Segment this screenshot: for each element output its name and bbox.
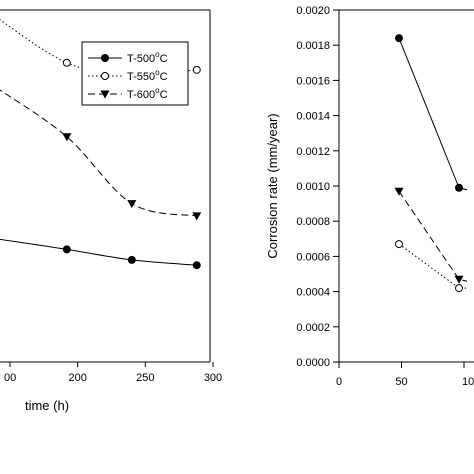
- right-series-line: [398, 37, 468, 191]
- right-x-tick-label: 0: [336, 376, 342, 388]
- right-y-tick-label: 0.0018: [296, 40, 330, 52]
- legend: T-500oC T-550oC T-600oC: [81, 41, 189, 106]
- left-x-tick-label: 00: [4, 372, 16, 384]
- right-panel: 0.0000 0.0002 0.0004 0.0006 0.0008 0.0010 0.00…: [265, 5, 474, 388]
- left-data-point: [62, 58, 71, 67]
- legend-items: T-500oC T-550oC T-600oC: [88, 50, 168, 101]
- right-series-line: [398, 190, 468, 282]
- left-x-tick-label: 300: [204, 372, 222, 384]
- right-series-line: [398, 243, 467, 289]
- left-data-point: [62, 133, 72, 142]
- left-panel: 00 200 250 300 time (h) T-500oC T-550oC T-600…: [0, 9, 222, 413]
- legend-label: T-600oC: [127, 86, 168, 101]
- left-data-point: [127, 200, 137, 209]
- right-y-ticks: 0.0000 0.0002 0.0004 0.0006 0.0008 0.0010 0.00…: [296, 5, 339, 369]
- right-data-point: [394, 187, 404, 196]
- left-data-point: [127, 255, 136, 264]
- legend-swatch-marker: [100, 90, 110, 99]
- left-x-axis-title: time (h): [25, 398, 69, 413]
- left-data-point: [62, 245, 71, 254]
- legend-swatch-marker: [101, 54, 109, 62]
- right-y-tick-label: 0.0012: [296, 146, 330, 158]
- right-y-tick-label: 0.0006: [296, 251, 330, 263]
- legend-label: T-550oC: [127, 68, 168, 83]
- left-x-tick-label: 200: [68, 372, 86, 384]
- right-data-point: [455, 284, 463, 293]
- left-x-tick-label: 250: [136, 372, 154, 384]
- right-y-tick-label: 0.0002: [296, 322, 330, 334]
- right-y-tick-label: 0.0004: [296, 287, 330, 299]
- right-data-point: [454, 275, 464, 284]
- right-x-tick-label: 50: [395, 376, 407, 388]
- right-data-point: [395, 240, 403, 249]
- right-y-tick-label: 0.0014: [296, 111, 330, 123]
- right-y-tick-label: 0.0008: [296, 216, 330, 228]
- left-data-point: [192, 212, 202, 221]
- left-data-point: [192, 65, 201, 74]
- right-y-tick-label: 0.0016: [296, 75, 330, 87]
- right-y-tick-label: 0.0010: [296, 181, 330, 193]
- right-data-point: [455, 183, 463, 192]
- left-x-ticks: 00 200 250 300: [4, 362, 222, 384]
- right-data-point: [395, 34, 403, 43]
- right-y-tick-label: 0.0020: [296, 5, 330, 17]
- right-x-tick-label: 10: [462, 376, 474, 388]
- right-y-axis-title: Corrosion rate (mm/year): [265, 113, 280, 258]
- right-x-ticks: 0 50 10: [336, 362, 474, 388]
- right-y-tick-label: 0.0000: [296, 357, 330, 369]
- legend-label: T-500oC: [127, 50, 168, 65]
- left-series-line: [0, 89, 197, 217]
- right-series-group: [394, 34, 468, 293]
- left-data-point: [192, 261, 201, 270]
- legend-swatch-marker: [101, 72, 109, 80]
- left-series-line: [0, 238, 197, 266]
